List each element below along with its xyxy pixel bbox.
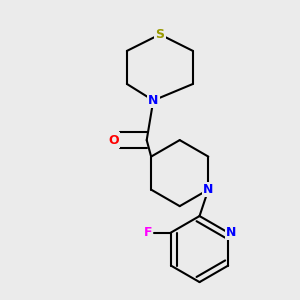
Text: F: F xyxy=(144,226,152,239)
Text: N: N xyxy=(148,94,158,107)
Text: N: N xyxy=(226,226,237,239)
Text: S: S xyxy=(155,28,164,41)
Text: O: O xyxy=(108,134,119,147)
Text: N: N xyxy=(203,183,214,196)
